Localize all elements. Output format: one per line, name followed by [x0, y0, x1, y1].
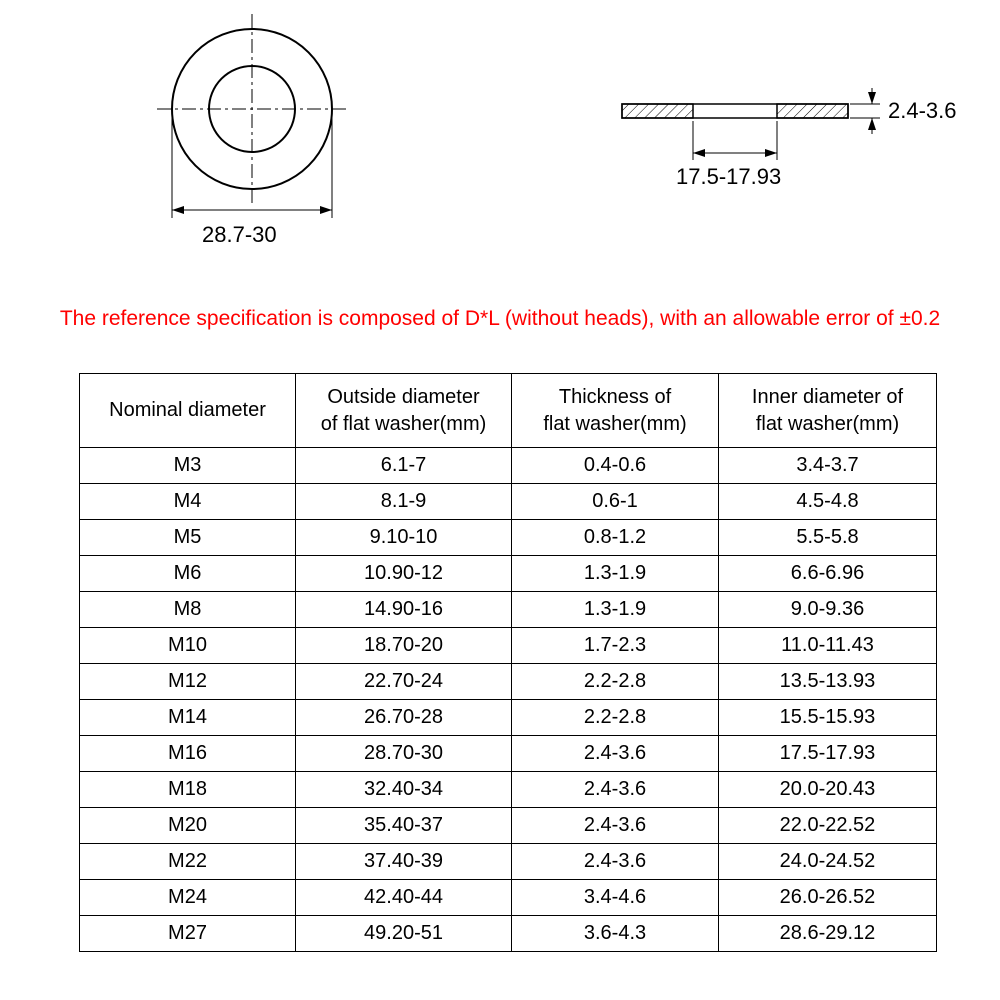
- col-header-outside: Outside diameterof flat washer(mm): [296, 374, 512, 448]
- table-cell: 13.5-13.93: [719, 664, 937, 700]
- table-cell: 2.4-3.6: [512, 808, 719, 844]
- table-cell: 3.4-3.7: [719, 448, 937, 484]
- table-cell: 4.5-4.8: [719, 484, 937, 520]
- table-cell: M6: [80, 556, 296, 592]
- table-cell: 35.40-37: [296, 808, 512, 844]
- table-cell: M27: [80, 916, 296, 952]
- table-cell: 3.4-4.6: [512, 880, 719, 916]
- specification-note: The reference specification is composed …: [0, 307, 1000, 331]
- table-cell: 1.7-2.3: [512, 628, 719, 664]
- table-row: M2442.40-443.4-4.626.0-26.52: [80, 880, 937, 916]
- table-cell: 10.90-12: [296, 556, 512, 592]
- col-header-nominal: Nominal diameter: [80, 374, 296, 448]
- table-cell: 24.0-24.52: [719, 844, 937, 880]
- table-cell: 22.0-22.52: [719, 808, 937, 844]
- table-cell: 20.0-20.43: [719, 772, 937, 808]
- thickness-label: 2.4-3.6: [888, 98, 957, 124]
- table-row: M610.90-121.3-1.96.6-6.96: [80, 556, 937, 592]
- table-cell: M12: [80, 664, 296, 700]
- table-cell: M3: [80, 448, 296, 484]
- table-cell: M16: [80, 736, 296, 772]
- table-row: M814.90-161.3-1.99.0-9.36: [80, 592, 937, 628]
- table-cell: 14.90-16: [296, 592, 512, 628]
- table-row: M1222.70-242.2-2.813.5-13.93: [80, 664, 937, 700]
- table-cell: M20: [80, 808, 296, 844]
- table-cell: 15.5-15.93: [719, 700, 937, 736]
- table-cell: 0.4-0.6: [512, 448, 719, 484]
- table-cell: 0.8-1.2: [512, 520, 719, 556]
- table-cell: 2.4-3.6: [512, 844, 719, 880]
- table-cell: 28.6-29.12: [719, 916, 937, 952]
- washer-spec-table: Nominal diameter Outside diameterof flat…: [79, 373, 937, 952]
- table-cell: 9.10-10: [296, 520, 512, 556]
- table-cell: 37.40-39: [296, 844, 512, 880]
- table-cell: 0.6-1: [512, 484, 719, 520]
- table-cell: M5: [80, 520, 296, 556]
- table-cell: 2.2-2.8: [512, 664, 719, 700]
- table-cell: M4: [80, 484, 296, 520]
- table-cell: M18: [80, 772, 296, 808]
- table-cell: M10: [80, 628, 296, 664]
- table-body: M36.1-70.4-0.63.4-3.7M48.1-90.6-14.5-4.8…: [80, 448, 937, 952]
- table-cell: M8: [80, 592, 296, 628]
- table-row: M1426.70-282.2-2.815.5-15.93: [80, 700, 937, 736]
- col-header-thickness: Thickness offlat washer(mm): [512, 374, 719, 448]
- table-row: M2237.40-392.4-3.624.0-24.52: [80, 844, 937, 880]
- table-row: M59.10-100.8-1.25.5-5.8: [80, 520, 937, 556]
- table-row: M2035.40-372.4-3.622.0-22.52: [80, 808, 937, 844]
- outer-diameter-label: 28.7-30: [202, 222, 277, 248]
- table-row: M2749.20-513.6-4.328.6-29.12: [80, 916, 937, 952]
- table-header-row: Nominal diameter Outside diameterof flat…: [80, 374, 937, 448]
- table-cell: 3.6-4.3: [512, 916, 719, 952]
- table-row: M36.1-70.4-0.63.4-3.7: [80, 448, 937, 484]
- table-cell: 26.70-28: [296, 700, 512, 736]
- table-cell: 22.70-24: [296, 664, 512, 700]
- washer-side-view: [622, 88, 880, 160]
- table-cell: M22: [80, 844, 296, 880]
- table-cell: 2.4-3.6: [512, 736, 719, 772]
- table-row: M1018.70-201.7-2.311.0-11.43: [80, 628, 937, 664]
- table-cell: 6.6-6.96: [719, 556, 937, 592]
- table-cell: 26.0-26.52: [719, 880, 937, 916]
- table-cell: 1.3-1.9: [512, 556, 719, 592]
- col-header-inner: Inner diameter offlat washer(mm): [719, 374, 937, 448]
- table-cell: 28.70-30: [296, 736, 512, 772]
- table-cell: 2.2-2.8: [512, 700, 719, 736]
- table-cell: M14: [80, 700, 296, 736]
- table-cell: 5.5-5.8: [719, 520, 937, 556]
- table-cell: 9.0-9.36: [719, 592, 937, 628]
- table-cell: 2.4-3.6: [512, 772, 719, 808]
- table-row: M48.1-90.6-14.5-4.8: [80, 484, 937, 520]
- washer-top-view: [157, 14, 347, 218]
- table-row: M1832.40-342.4-3.620.0-20.43: [80, 772, 937, 808]
- table-cell: 17.5-17.93: [719, 736, 937, 772]
- table-cell: 8.1-9: [296, 484, 512, 520]
- table-cell: 11.0-11.43: [719, 628, 937, 664]
- inner-diameter-label: 17.5-17.93: [676, 164, 781, 190]
- table-cell: 42.40-44: [296, 880, 512, 916]
- table-cell: 6.1-7: [296, 448, 512, 484]
- table-cell: 1.3-1.9: [512, 592, 719, 628]
- washer-diagrams: 28.7-30 17.5-17.93 2.4-3.6: [0, 0, 1000, 270]
- table-cell: 18.70-20: [296, 628, 512, 664]
- table-cell: 32.40-34: [296, 772, 512, 808]
- table-row: M1628.70-302.4-3.617.5-17.93: [80, 736, 937, 772]
- table-cell: 49.20-51: [296, 916, 512, 952]
- table-cell: M24: [80, 880, 296, 916]
